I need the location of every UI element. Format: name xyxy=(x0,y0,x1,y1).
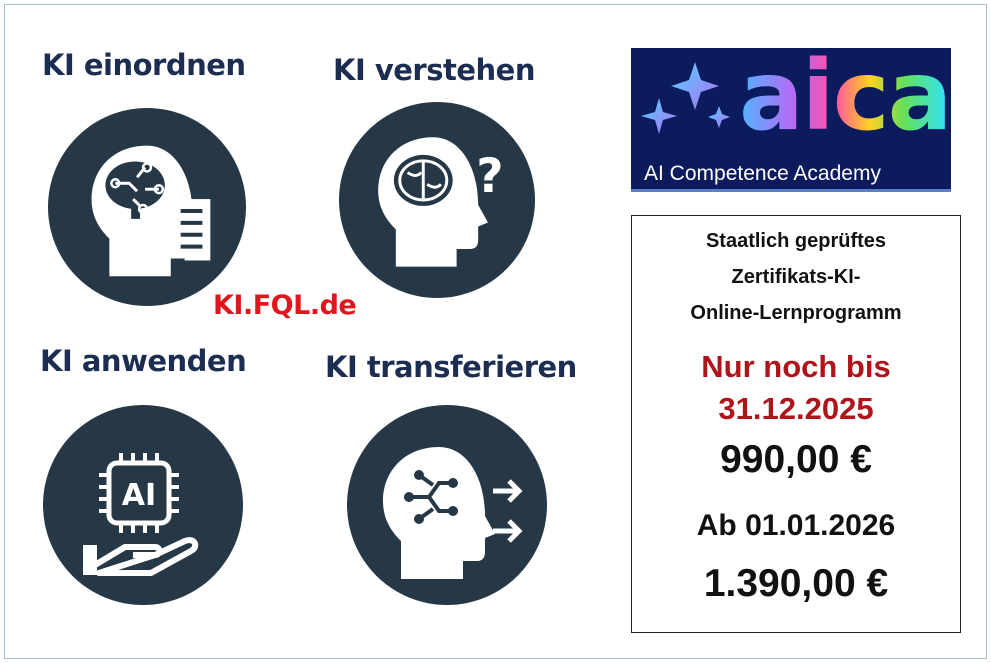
offer-line-3: Online-Lernprogramm xyxy=(690,302,902,324)
svg-text:AI: AI xyxy=(122,478,156,513)
offer-box: Staatlich geprüftes Zertifikats-KI- Onli… xyxy=(631,215,961,633)
svg-text:?: ? xyxy=(476,149,503,204)
image-frame xyxy=(4,4,987,659)
aica-logo: aica AI Competence Academy xyxy=(631,40,952,192)
deadline-date: 31.12.2025 xyxy=(718,391,874,426)
offer-line-1: Staatlich geprüftes xyxy=(705,230,887,252)
future-price: 1.390,00 € xyxy=(703,562,889,605)
current-price: 990,00 € xyxy=(720,438,872,481)
head-circuit-document-icon xyxy=(48,108,246,306)
future-label: Ab 01.01.2026 xyxy=(696,509,896,542)
heading-ki-transferieren: KI transferieren xyxy=(325,350,577,384)
heading-ki-anwenden: KI anwenden xyxy=(40,344,247,378)
heading-ki-verstehen: KI verstehen xyxy=(333,53,535,87)
offer-line-2: Zertifikats-KI- xyxy=(731,266,861,288)
heading-ki-einordnen: KI einordnen xyxy=(42,48,246,82)
head-brain-question-icon: ? xyxy=(339,102,535,298)
watermark-ki-fql: KI.FQL.de xyxy=(213,290,357,321)
logo-subtitle: AI Competence Academy xyxy=(644,162,881,185)
deadline-label: Nur noch bis xyxy=(701,349,891,384)
hand-ai-chip-icon: AI xyxy=(43,405,243,605)
logo-wordmark: aica xyxy=(739,40,952,152)
sparkle-icon xyxy=(641,62,730,134)
head-circuit-arrows-icon xyxy=(347,405,547,605)
